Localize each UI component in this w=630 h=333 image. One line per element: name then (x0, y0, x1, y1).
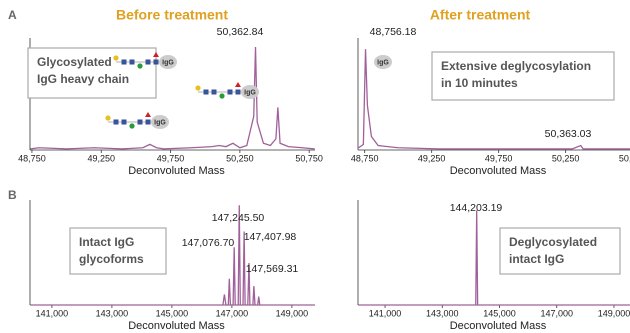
x-axis-title: Deconvoluted Mass (450, 165, 547, 177)
panel-label: B (8, 188, 17, 202)
igg-label: IgG (244, 89, 256, 96)
peak-label: 144,203.19 (450, 202, 503, 214)
spectrum-line (30, 205, 315, 306)
x-tick-label: 141,000 (36, 308, 69, 318)
peak-label: 147,407.98 (244, 231, 297, 243)
igg-label: IgG (154, 119, 166, 126)
x-tick-label: 48,750 (351, 153, 379, 163)
glycan-fucose (145, 112, 151, 117)
glycan-fucose (153, 52, 159, 57)
glycan-unit (137, 63, 143, 69)
x-tick-label: 149,000 (598, 308, 630, 318)
spectrum-line (359, 210, 630, 306)
x-tick-label: 50,750 (619, 153, 630, 163)
column-title: Before treatment (116, 7, 228, 23)
igg-label: IgG (162, 59, 174, 66)
x-tick-label: 49,750 (157, 153, 185, 163)
glycan-unit (129, 123, 135, 129)
igg-tag (151, 115, 169, 129)
x-tick-label: 145,000 (483, 308, 516, 318)
x-tick-label: 147,000 (540, 308, 573, 318)
peak-label: 50,363.03 (545, 128, 592, 140)
peak-label: 147,245.50 (212, 212, 265, 224)
x-tick-label: 49,750 (485, 153, 513, 163)
note-text: Glycosylated (37, 55, 112, 69)
peak-label: 48,756.18 (370, 26, 417, 38)
note-text: Extensive deglycosylation (441, 59, 591, 73)
note-box (431, 51, 615, 101)
note-box (499, 227, 621, 275)
glycan-unit (195, 85, 201, 91)
peak-label: 50,362.84 (217, 26, 264, 38)
igg-label: IgG (377, 59, 389, 66)
peak-label: 147,569.31 (246, 263, 299, 275)
peak-label: 147,076.70 (182, 237, 235, 249)
note-box (69, 227, 167, 275)
x-axis-title: Deconvoluted Mass (128, 320, 225, 332)
x-tick-label: 49,250 (87, 153, 115, 163)
glycan-unit (113, 55, 119, 61)
x-tick-label: 145,000 (156, 308, 189, 318)
x-tick-label: 50,250 (552, 153, 580, 163)
igg-tag (241, 85, 259, 99)
x-tick-label: 147,000 (216, 308, 249, 318)
glycan-icon: IgG (374, 55, 392, 69)
igg-tag (374, 55, 392, 69)
x-tick-label: 49,250 (418, 153, 446, 163)
igg-tag (159, 55, 177, 69)
glycan-icon: IgG (195, 82, 259, 99)
note-text: in 10 minutes (441, 76, 518, 90)
note-text: Intact IgG (79, 235, 134, 249)
glycan-unit (219, 93, 225, 99)
x-tick-label: 143,000 (426, 308, 459, 318)
x-tick-label: 50,750 (295, 153, 323, 163)
x-tick-label: 141,000 (369, 308, 402, 318)
glycan-icon: IgG (113, 52, 177, 69)
glycan-icon: IgG (105, 112, 169, 129)
note-text: glycoforms (79, 252, 144, 266)
x-tick-label: 48,750 (18, 153, 46, 163)
x-tick-label: 50,250 (226, 153, 254, 163)
spectrum-line (30, 46, 315, 150)
glycan-fucose (235, 82, 241, 87)
x-tick-label: 149,000 (276, 308, 309, 318)
panel-label: A (8, 8, 17, 22)
column-title: After treatment (430, 7, 531, 23)
spectrum-line (358, 49, 630, 150)
note-text: intact IgG (509, 252, 564, 266)
note-text: Deglycosylated (509, 235, 597, 249)
glycan-unit (105, 115, 111, 121)
x-axis-title: Deconvoluted Mass (128, 165, 225, 177)
x-axis-title: Deconvoluted Mass (450, 320, 547, 332)
x-tick-label: 143,000 (96, 308, 129, 318)
note-box (27, 47, 157, 99)
note-text: IgG heavy chain (37, 72, 129, 86)
